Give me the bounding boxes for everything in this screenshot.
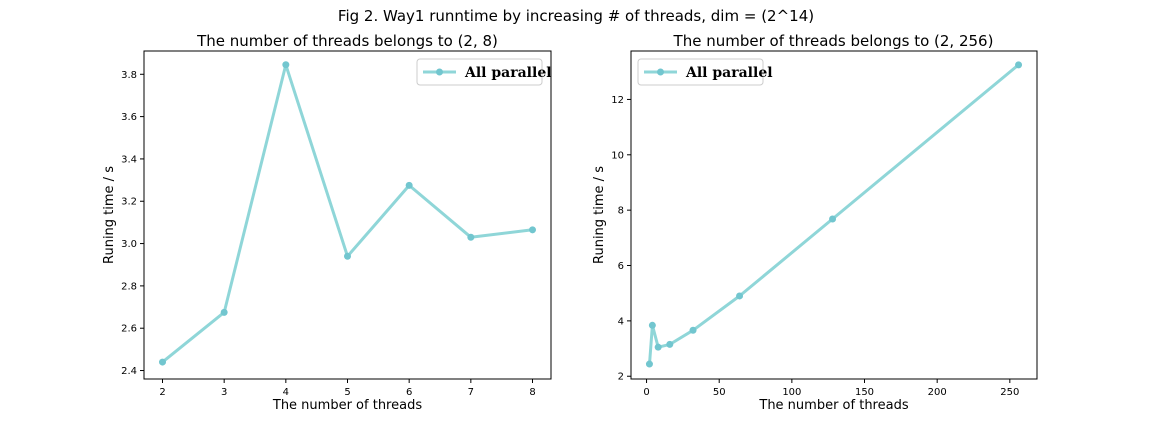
figure-title: Fig 2. Way1 runntime by increasing # of … [338, 7, 814, 25]
chart-right-ylabel: Runing time / s [592, 166, 607, 264]
chart-right-data-point [645, 360, 653, 368]
chart-left-ytick-label: 3.2 [121, 197, 137, 208]
chart-left-data-point [220, 308, 228, 316]
chart-right-xlabel: The number of threads [758, 398, 908, 413]
chart-right-xtick-label: 150 [855, 387, 874, 398]
chart-left-data-point [282, 61, 290, 69]
chart-left-yticks: 2.4 2.6 2.8 3.0 3.2 3.4 3.6 3.8 [121, 70, 144, 377]
chart-right-data-point [648, 321, 656, 329]
chart-left-xtick-label: 6 [406, 387, 412, 398]
chart-right-series-line [648, 63, 1020, 366]
chart-left-legend: All parallel [416, 58, 552, 86]
chart-left-ytick-label: 3.0 [121, 239, 137, 250]
chart-right-data-point [689, 326, 697, 334]
chart-left-ytick-label: 3.6 [121, 112, 137, 123]
chart-left-legend-marker [436, 68, 443, 76]
chart-left-xticks: 2 3 4 5 6 7 8 [159, 379, 536, 398]
chart-right-series [645, 61, 1023, 368]
chart-right-legend-label: All parallel [685, 65, 773, 81]
chart-right-legend: All parallel [637, 58, 773, 86]
chart-right-data-point [666, 340, 674, 348]
chart-left-legend-label: All parallel [464, 65, 552, 81]
chart-right-ytick-label: 12 [611, 95, 624, 106]
chart-right-data-point [736, 292, 744, 300]
chart-left-xtick-label: 8 [529, 387, 535, 398]
chart-left-data-point [467, 233, 475, 241]
chart-left-data-point [529, 226, 536, 234]
chart-right-data-point [1015, 61, 1023, 69]
chart-left-xtick-label: 5 [344, 387, 350, 398]
chart-left-frame [143, 50, 552, 380]
chart-right-yticks: 2 4 6 8 10 12 [611, 95, 631, 383]
chart-left-title: The number of threads belongs to (2, 8) [196, 32, 498, 50]
chart-right-xtick-label: 200 [928, 387, 947, 398]
chart-right-xtick-label: 100 [782, 387, 801, 398]
chart-right-title: The number of threads belongs to (2, 256… [673, 32, 994, 50]
chart-left-panel: The number of threads belongs to (2, 8) … [102, 32, 552, 413]
chart-left-xtick-label: 7 [468, 387, 474, 398]
chart-left-xtick-label: 4 [283, 387, 289, 398]
chart-left-data-point [159, 358, 166, 366]
chart-left-xtick-label: 3 [221, 387, 227, 398]
chart-right-ytick-label: 10 [611, 150, 624, 161]
chart-right-panel: The number of threads belongs to (2, 256… [592, 32, 1038, 413]
chart-left-ytick-label: 2.6 [121, 324, 137, 335]
chart-right-ytick-label: 6 [618, 261, 624, 272]
chart-right-ytick-label: 2 [618, 372, 624, 383]
chart-left-ytick-label: 2.4 [121, 366, 137, 377]
chart-left-legend-box [416, 58, 543, 86]
chart-left-ylabel: Runing time / s [102, 166, 117, 264]
chart-right-data-point [829, 215, 837, 223]
chart-right-ytick-label: 4 [618, 316, 624, 327]
chart-right-xtick-label: 50 [713, 387, 726, 398]
chart-right-data-point [654, 343, 662, 351]
chart-right-xtick-label: 0 [643, 387, 649, 398]
chart-right-frame [630, 50, 1038, 380]
chart-right-ytick-label: 8 [618, 206, 624, 217]
chart-left-xtick-label: 2 [159, 387, 165, 398]
chart-right-xticks: 0 50 100 150 200 250 [643, 379, 1019, 398]
chart-left-ytick-label: 3.4 [121, 154, 137, 165]
chart-left-ytick-label: 2.8 [121, 281, 137, 292]
chart-left-series [159, 61, 536, 366]
chart-left-data-point [405, 181, 413, 189]
chart-right-xtick-label: 250 [1000, 387, 1019, 398]
chart-left-series-line [161, 63, 534, 364]
chart-right-legend-box [637, 58, 764, 86]
chart-left-xlabel: The number of threads [272, 398, 422, 413]
chart-right-legend-marker [657, 68, 664, 76]
chart-left-ytick-label: 3.8 [121, 70, 137, 81]
chart-left-data-point [344, 252, 351, 260]
